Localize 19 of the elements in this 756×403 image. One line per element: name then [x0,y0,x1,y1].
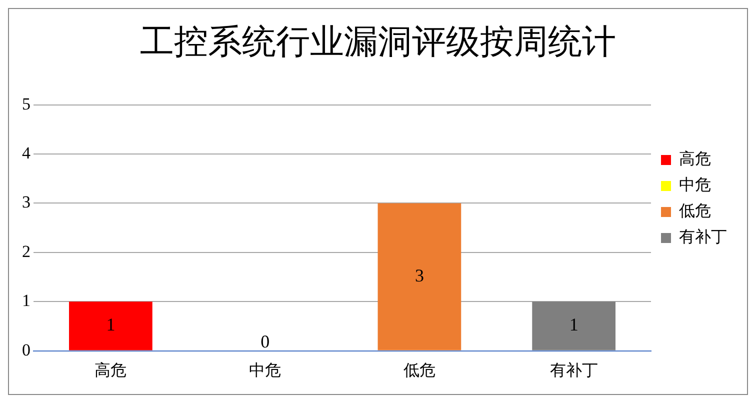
y-tick-label: 4 [22,143,31,162]
data-label: 3 [414,265,424,286]
legend-label: 低危 [679,201,711,220]
legend-label: 中危 [679,175,711,194]
y-tick-label: 2 [22,242,30,261]
legend-label: 有补丁 [679,227,727,246]
data-label: 1 [106,314,116,335]
x-tick-label: 中危 [249,360,282,380]
x-tick-label: 低危 [403,360,436,380]
data-label: 1 [569,314,578,335]
y-tick-label: 1 [22,291,30,310]
data-label: 0 [260,332,270,352]
x-tick-label: 高危 [94,360,127,380]
y-tick-label: 5 [22,94,30,114]
y-tick-label: 3 [22,192,30,212]
chart-title: 工控系统行业漏洞评级按周统计 [140,22,616,62]
y-tick-label: 0 [22,340,30,360]
legend-label: 高危 [679,149,711,168]
x-tick-label: 有补丁 [550,360,598,380]
